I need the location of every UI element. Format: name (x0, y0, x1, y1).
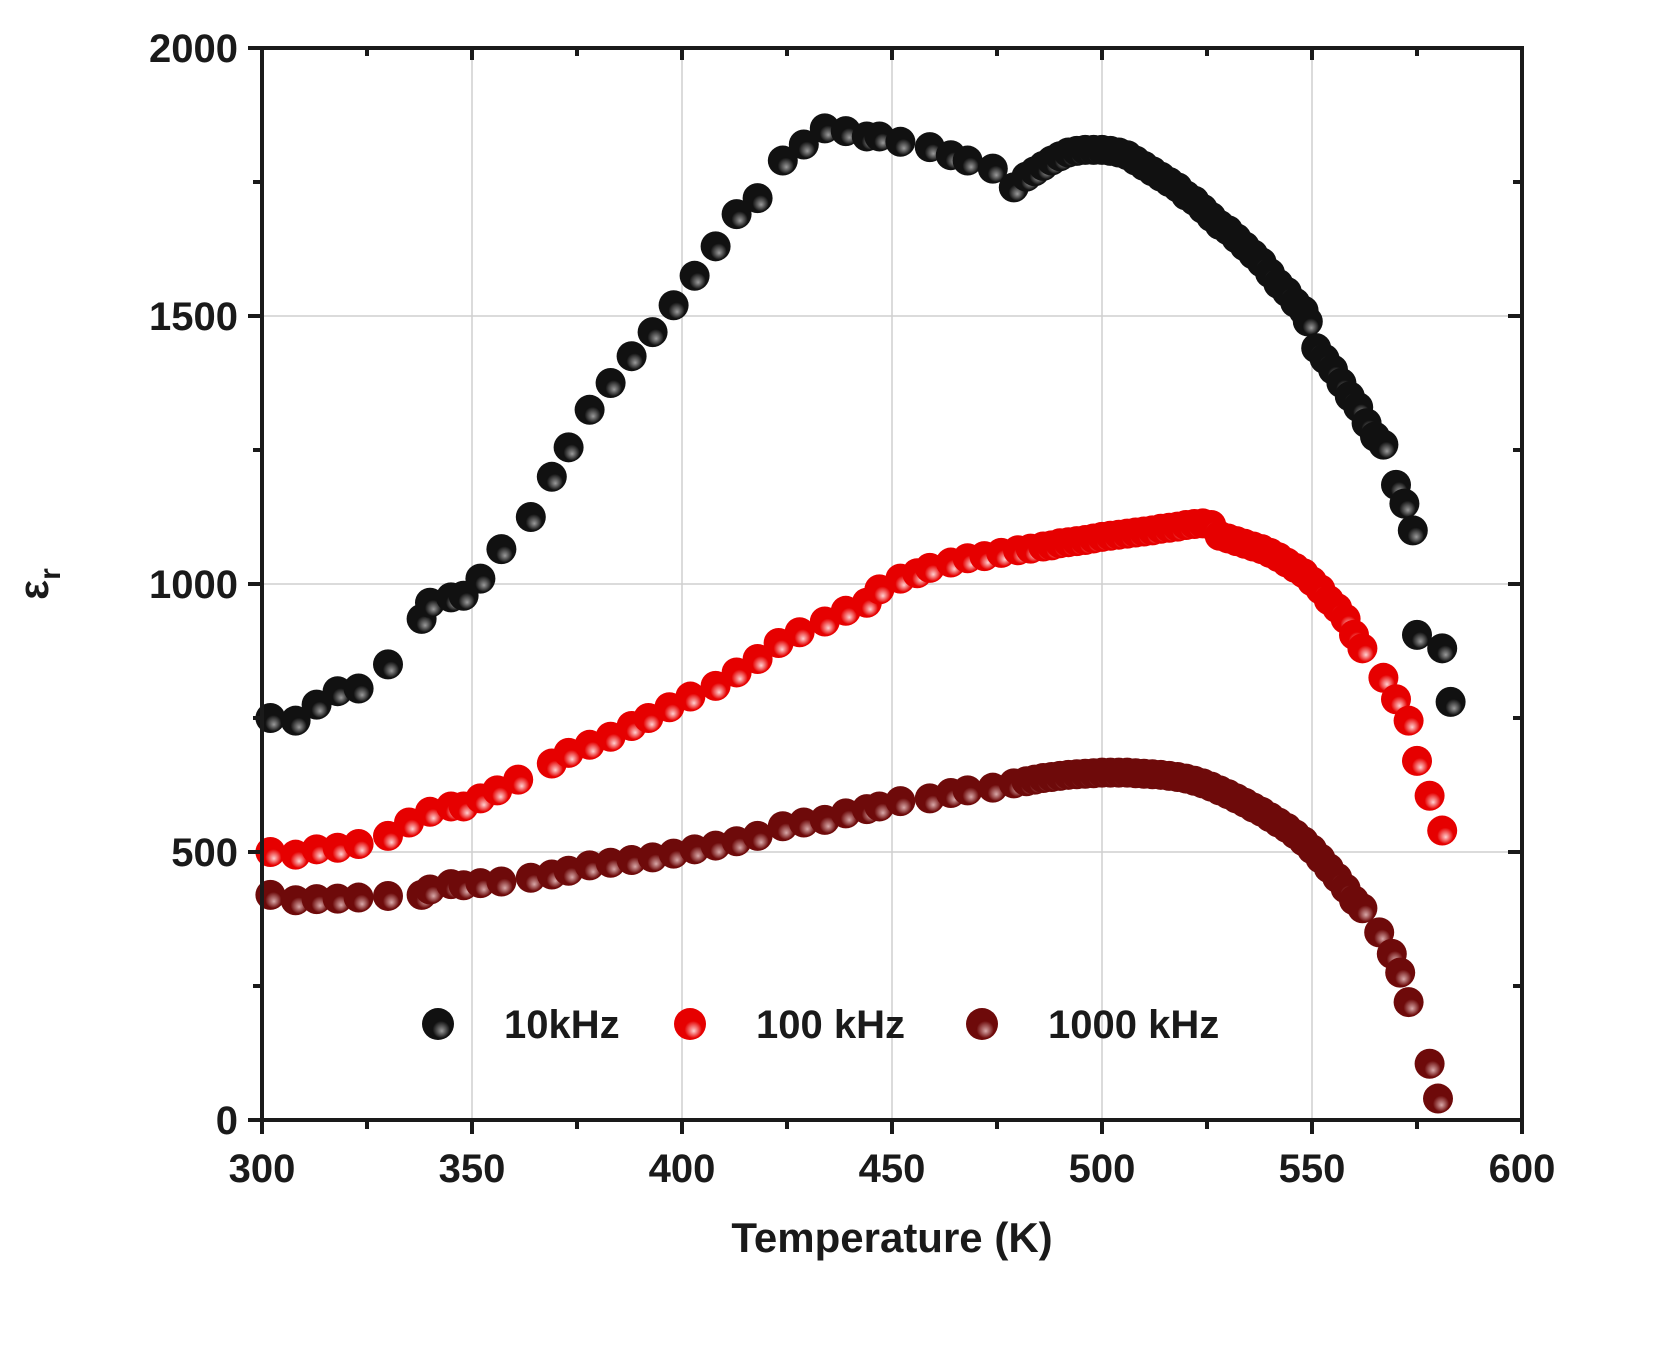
y-axis-title: εr (10, 568, 67, 600)
data-point (280, 705, 311, 736)
x-tick-label: 600 (1489, 1147, 1556, 1191)
data-point (1368, 429, 1399, 460)
data-point (373, 649, 403, 680)
series-10khz (255, 113, 1466, 736)
data-point (486, 534, 517, 565)
y-tick-label: 2000 (149, 27, 238, 71)
data-series (255, 113, 1466, 1114)
data-point (515, 502, 546, 532)
data-point (1397, 515, 1428, 546)
data-point (1414, 1048, 1445, 1079)
data-point (1435, 686, 1466, 717)
data-point (977, 153, 1008, 184)
x-tick-label: 300 (229, 1147, 296, 1191)
data-point (742, 183, 773, 214)
data-point (1389, 488, 1420, 519)
data-point (1414, 780, 1445, 811)
legend-item: 100 kHz (674, 1003, 905, 1047)
data-point (1402, 619, 1432, 650)
data-point (1427, 815, 1458, 846)
y-axis-title-sub: r (34, 568, 67, 580)
data-point (700, 231, 731, 262)
data-point (343, 673, 374, 704)
data-point (721, 199, 752, 230)
legend-marker (422, 1008, 454, 1040)
legend-marker (674, 1008, 706, 1040)
data-point (675, 681, 706, 712)
legend-label: 100 kHz (756, 1003, 905, 1047)
data-point (1385, 957, 1416, 988)
x-tick-label: 500 (1069, 1147, 1136, 1191)
x-axis-title: Temperature (K) (731, 1214, 1052, 1261)
data-point (637, 317, 668, 348)
data-point (679, 260, 710, 291)
legend-item: 10kHz (422, 1003, 620, 1047)
data-point (373, 880, 403, 911)
y-axis-title-main: ε (10, 580, 57, 600)
data-point (301, 884, 332, 915)
x-tick-label: 400 (649, 1147, 716, 1191)
data-point (885, 786, 916, 817)
data-point (1393, 987, 1424, 1018)
data-point (553, 432, 584, 463)
x-tick-label: 450 (859, 1147, 926, 1191)
data-point (952, 145, 983, 176)
legend-item: 1000 kHz (966, 1003, 1219, 1047)
data-point (952, 775, 983, 806)
data-point (742, 644, 773, 675)
data-point (658, 290, 689, 321)
data-point (885, 126, 916, 157)
data-point (616, 341, 647, 372)
tick-labels: 300 350 400 450 500 550 600 0 500 1000 1500 2000 (149, 27, 1555, 1191)
data-point (1347, 893, 1378, 924)
series-100-khz (255, 508, 1458, 870)
data-point (742, 820, 773, 851)
legend-label: 1000 kHz (1048, 1003, 1219, 1047)
data-point (1423, 1083, 1453, 1114)
data-point (767, 145, 798, 176)
data-point (465, 563, 496, 594)
series-1000-khz (255, 757, 1453, 1114)
legend: 10kHz 100 kHz 1000 kHz (422, 1003, 1219, 1047)
data-point (503, 764, 534, 795)
data-point (788, 129, 819, 160)
y-tick-label: 0 (216, 1099, 238, 1143)
data-point (595, 368, 626, 398)
data-point (1292, 306, 1323, 337)
legend-label: 10kHz (504, 1003, 620, 1047)
data-point (1402, 745, 1432, 776)
data-point (784, 617, 815, 648)
axis-ticks (248, 46, 1524, 1134)
data-point (1347, 633, 1378, 664)
data-point (255, 879, 286, 910)
data-point (536, 461, 567, 492)
x-tick-label: 350 (439, 1147, 506, 1191)
legend-marker (966, 1008, 998, 1040)
data-point (486, 866, 517, 897)
y-tick-label: 1500 (149, 295, 238, 339)
data-point (1427, 633, 1458, 664)
data-point (1393, 705, 1424, 736)
y-tick-label: 1000 (149, 563, 238, 607)
data-point (343, 882, 374, 913)
x-tick-label: 550 (1279, 1147, 1346, 1191)
data-point (574, 394, 605, 425)
data-point (343, 828, 374, 859)
y-tick-label: 500 (171, 831, 238, 875)
